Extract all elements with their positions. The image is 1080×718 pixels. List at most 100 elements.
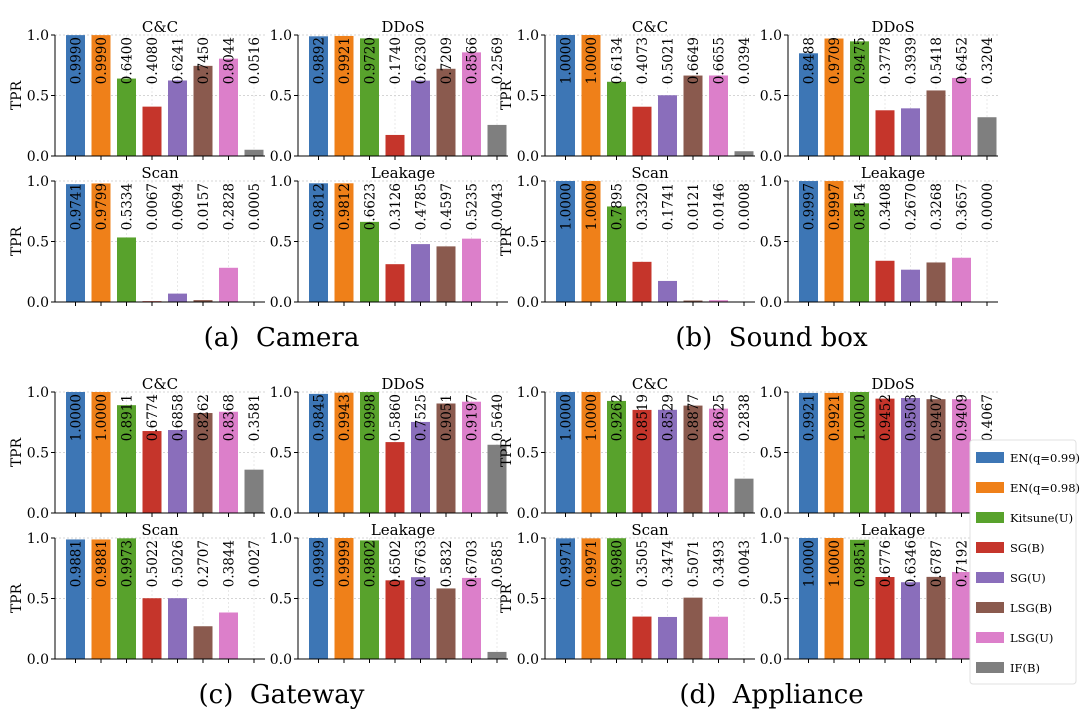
bar xyxy=(709,408,728,513)
y-tick-label: 0.0 xyxy=(517,652,539,668)
data-label: 0.8529 xyxy=(661,394,677,441)
bar xyxy=(117,405,136,513)
y-tick-label: 0.0 xyxy=(760,295,782,311)
panel-title: DDoS xyxy=(381,18,424,36)
bar xyxy=(901,398,920,513)
panel-3-1: 1.0000 1.0000 0.8911 0.6774 0.6858 0.8262 0.83… xyxy=(9,375,265,522)
y-axis-label: TPR xyxy=(9,80,25,110)
bar xyxy=(556,181,575,302)
bar xyxy=(683,75,703,156)
data-label: 1.0000 xyxy=(559,37,575,84)
panel-title: Leakage xyxy=(861,164,925,182)
panel-1-1: 0.9990 0.9990 0.6400 0.4080 0.6241 0.7450 0.80… xyxy=(9,18,265,165)
bar xyxy=(91,539,111,659)
panel-4-1: 1.0000 1.0000 0.9262 0.8519 0.8529 0.8877 0.86… xyxy=(499,375,755,522)
bar xyxy=(334,183,354,302)
data-label: 0.4785 xyxy=(414,183,430,230)
data-label: 0.0005 xyxy=(247,183,263,230)
panel-2-1: 1.0000 1.0000 0.6134 0.4073 0.5021 0.6649 0.66… xyxy=(499,18,755,165)
data-label: 0.5860 xyxy=(388,394,404,441)
data-label: 0.6787 xyxy=(929,540,945,587)
bar xyxy=(632,616,652,659)
bar xyxy=(436,246,456,302)
y-tick-label: 0.0 xyxy=(517,149,539,165)
legend-swatch xyxy=(976,482,1004,493)
bar xyxy=(334,538,354,659)
chart-group-4: 1.0000 1.0000 0.9262 0.8519 0.8529 0.8877 0.86… xyxy=(499,375,998,710)
data-label: 0.8519 xyxy=(635,394,651,441)
data-label: 0.0157 xyxy=(196,183,212,230)
data-label: 0.8911 xyxy=(120,394,136,441)
data-label: 0.5021 xyxy=(661,37,677,84)
bar xyxy=(91,392,111,513)
bar xyxy=(66,35,85,156)
y-tick-label: 0.0 xyxy=(27,506,49,522)
chart-group-2: 1.0000 1.0000 0.6134 0.4073 0.5021 0.6649 0.66… xyxy=(499,18,998,353)
legend-label: IF(B) xyxy=(1010,661,1040,675)
y-tick-label: 0.0 xyxy=(270,295,292,311)
data-label: 0.0008 xyxy=(737,183,753,230)
panel-title: Leakage xyxy=(861,521,925,539)
bar xyxy=(487,444,507,513)
data-label: 0.6241 xyxy=(171,37,187,84)
bar xyxy=(168,293,187,302)
data-label: 0.5022 xyxy=(145,540,161,587)
data-label: 0.5334 xyxy=(120,183,136,230)
data-label: 0.5418 xyxy=(929,37,945,84)
bar xyxy=(926,262,946,302)
data-label: 0.0516 xyxy=(247,37,263,84)
y-tick-label: 0.5 xyxy=(517,446,539,462)
data-label: 0.0146 xyxy=(712,183,728,230)
bar xyxy=(632,106,652,156)
bar xyxy=(683,300,703,302)
bar xyxy=(360,540,379,659)
panel-title: Scan xyxy=(141,521,179,539)
bar xyxy=(385,580,405,659)
bar xyxy=(607,81,626,156)
bar xyxy=(168,430,187,513)
bar xyxy=(309,538,328,659)
panel-3-4: 0.9999 0.9999 0.9802 0.6502 0.6763 0.5832 0.67… xyxy=(270,521,508,668)
y-tick-label: 0.5 xyxy=(760,89,782,105)
data-label: 0.8488 xyxy=(802,37,818,84)
data-label: 0.9720 xyxy=(363,37,379,84)
bar xyxy=(875,110,895,156)
data-label: 0.0585 xyxy=(490,540,506,587)
data-label: 0.0000 xyxy=(980,183,996,230)
y-tick-label: 0.5 xyxy=(27,89,49,105)
y-axis-label: TPR xyxy=(9,583,25,613)
data-label: 0.6649 xyxy=(686,37,702,84)
data-label: 1.0000 xyxy=(559,183,575,230)
bar xyxy=(142,106,162,156)
subfigure-caption: (a) Camera xyxy=(204,323,360,353)
y-tick-label: 1.0 xyxy=(760,28,782,44)
data-label: 0.9997 xyxy=(802,183,818,230)
data-label: 0.5235 xyxy=(465,183,481,230)
bar xyxy=(411,244,430,302)
bar xyxy=(607,538,626,659)
y-tick-label: 1.0 xyxy=(517,385,539,401)
data-label: 0.3657 xyxy=(955,183,971,230)
data-label: 0.3939 xyxy=(904,37,920,84)
data-label: 1.0000 xyxy=(94,394,110,441)
y-tick-label: 0.5 xyxy=(270,89,292,105)
panel-title: Scan xyxy=(631,164,669,182)
data-label: 0.9980 xyxy=(610,540,626,587)
panel-title: DDoS xyxy=(871,18,914,36)
panel-1-3: 0.9741 0.9799 0.5334 0.0067 0.0694 0.0157 0.28… xyxy=(9,164,265,311)
bar xyxy=(168,80,187,156)
bar xyxy=(683,405,703,513)
y-tick-label: 1.0 xyxy=(270,385,292,401)
bar xyxy=(901,108,920,156)
data-label: 0.7895 xyxy=(610,183,626,230)
data-label: 0.9409 xyxy=(955,394,971,441)
legend-label: Kitsune(U) xyxy=(1010,511,1073,525)
panel-4-2: 0.9921 0.9921 1.0000 0.9452 0.9503 0.9407 0.94… xyxy=(760,375,998,522)
y-tick-label: 1.0 xyxy=(760,385,782,401)
panel-title: Leakage xyxy=(371,521,435,539)
data-label: 0.7192 xyxy=(955,540,971,587)
data-label: 0.1740 xyxy=(388,37,404,84)
y-tick-label: 0.0 xyxy=(517,295,539,311)
bar xyxy=(926,90,946,156)
bar xyxy=(385,442,405,513)
